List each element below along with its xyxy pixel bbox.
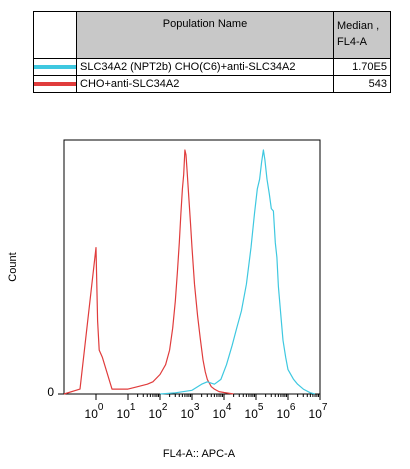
x-tick-label: 102 <box>149 402 168 421</box>
series-line-0 <box>63 149 234 395</box>
legend-row-name: CHO+anti-SLC34A2 <box>76 75 334 93</box>
legend-row-median: 543 <box>333 75 391 93</box>
legend-header-median: Median , FL4-A <box>333 11 391 59</box>
legend-row-cho: CHO+anti-SLC34A2 543 <box>33 75 391 93</box>
x-axis-ticks: 100 101 102 103 104 105 106 107 <box>85 394 328 421</box>
legend-swatch-cyan <box>34 65 76 69</box>
x-tick-label: 103 <box>181 402 200 421</box>
legend-header-blank <box>33 11 77 59</box>
x-tick-label: 105 <box>245 402 264 421</box>
x-tick-label: 104 <box>213 402 232 421</box>
y-tick-label: 0 <box>47 385 54 399</box>
series-line-1 <box>159 149 316 395</box>
x-tick-label: 107 <box>309 402 328 421</box>
x-tick-label: 106 <box>277 402 296 421</box>
legend-header-median-line1: Median , <box>337 20 380 32</box>
plot-frame <box>63 139 321 395</box>
legend-row-name: SLC34A2 (NPT2b) CHO(C6)+anti-SLC34A2 <box>76 58 334 76</box>
legend-table: Population Name Median , FL4-A SLC34A2 (… <box>33 11 391 93</box>
y-axis-title: Count <box>7 252 19 281</box>
x-axis-title: FL4-A:: APC-A <box>163 448 236 460</box>
legend-header-median-line2: FL4-A <box>337 36 367 48</box>
legend-swatch-red <box>34 82 76 86</box>
x-tick-label: 100 <box>85 402 104 421</box>
series-layer <box>63 149 316 395</box>
legend-row-slc34a2: SLC34A2 (NPT2b) CHO(C6)+anti-SLC34A2 1.7… <box>33 58 391 76</box>
y-axis-ticks: 0 <box>47 385 64 399</box>
legend-row-median: 1.70E5 <box>333 58 391 76</box>
x-tick-label: 101 <box>117 402 136 421</box>
